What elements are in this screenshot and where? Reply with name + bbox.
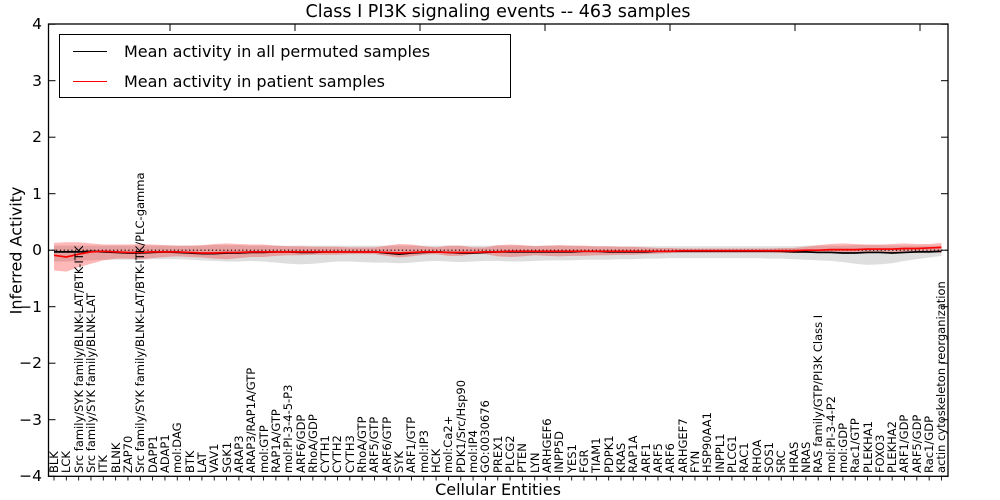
y-tick-label: 1 [32,184,42,203]
chart-title: Class I PI3K signaling events -- 463 sam… [305,2,691,22]
legend-line-permuted-icon [73,50,107,52]
x-tick-label: actin cytoskeleton reorganization [934,281,949,473]
x-tick-label: SGK1 [219,441,234,473]
x-tick-label: CYTH2 [330,435,345,473]
x-tick-label: ARF1/GTP [404,416,419,473]
patient-band [54,242,942,272]
x-tick-label: ARAP3/RAP1A/GTP [244,367,259,473]
x-tick-label: LCK [59,451,74,473]
y-tick-label: −3 [19,410,42,429]
x-tick-label: PTEN [515,443,530,473]
x-tick-label: HSP90AA1 [700,412,715,473]
x-tick-label: ARF5/GTP [367,416,382,473]
x-tick-label: DAPP1 [145,435,160,473]
x-tick-label: RAS family/GTP/PI3K Class I [811,314,826,473]
y-tick-label: −1 [19,297,42,316]
x-tick-label: PDK1/Src/Hsp90 [453,379,468,473]
legend-label-permuted: Mean activity in all permuted samples [124,41,431,61]
x-tick-label: CYTH3 [342,435,357,473]
x-tick-label: ITK [96,455,111,473]
x-tick-label: Src family/SYK family/BLNK-LAT/BTK-ITK [71,245,86,473]
y-tick-label: −4 [19,467,42,486]
y-tick-label: 2 [32,128,42,147]
x-tick-label: HRAS [786,441,801,473]
x-tick-label: mol:IP3 [416,430,431,473]
x-tick-label: ARF1/GDP [897,414,912,473]
legend: Mean activity in all permuted samples Me… [59,34,511,98]
x-tick-label: SRC [774,450,789,473]
x-tick-label: TIAM1 [589,437,604,473]
x-tick-label: BTK [182,450,197,473]
x-tick-label: YES1 [564,444,579,473]
x-tick-label: BLNK [108,442,123,473]
x-tick-label: PREX1 [490,435,505,473]
x-tick-label: RAP1A [626,435,641,473]
x-tick-label: RAC1 [737,442,752,473]
x-tick-label: mol:DAG [170,422,185,473]
x-tick-label: RHOA [749,439,764,473]
x-tick-label: mol:GTP [256,425,271,473]
x-tick-label: ARF5/GDP [909,414,924,473]
x-tick-label: Src family/SYK family/BLNK-LAT [83,292,98,473]
legend-item-permuted: Mean activity in all permuted samples [60,37,510,65]
x-tick-label: VAV1 [207,443,222,473]
y-tick-label: 4 [32,15,42,34]
x-tick-label: GO:0030676 [478,400,493,473]
y-tick-label: −2 [19,354,42,373]
x-tick-label: mol:PI-3-4-5-P3 [281,384,296,473]
x-tick-label: Rac1/GTP [848,418,863,473]
legend-item-patient: Mean activity in patient samples [60,67,510,95]
y-tick-label: 0 [32,241,42,260]
x-tick-label: Src family/SYK family/BLNK-LAT/BTK-ITK/P… [133,172,148,474]
x-tick-label: PDPK1 [601,435,616,473]
x-tick-label: ARF6/GTP [379,416,394,473]
x-tick-label: PLEKHA1 [860,421,875,473]
legend-line-patient-icon [73,80,107,82]
x-tick-label: ARF1 [638,443,653,473]
x-axis-label: Cellular Entities [435,480,561,499]
x-tick-label: ARF6/GDP [293,414,308,473]
patient-mean-line [53,246,942,258]
x-tick-label: INPPL1 [712,433,727,473]
x-tick-label: INPP5D [552,430,567,473]
y-tick-label: 3 [32,71,42,90]
x-tick-label: ARHGEF7 [675,418,690,473]
x-tick-label: mol:PI-3-4-P2 [823,396,838,473]
legend-label-patient: Mean activity in patient samples [124,71,385,91]
x-tick-label: LYN [527,452,542,473]
x-tick-label: ARF6 [663,443,678,473]
x-tick-label: mol:Ca2+ [441,415,456,473]
